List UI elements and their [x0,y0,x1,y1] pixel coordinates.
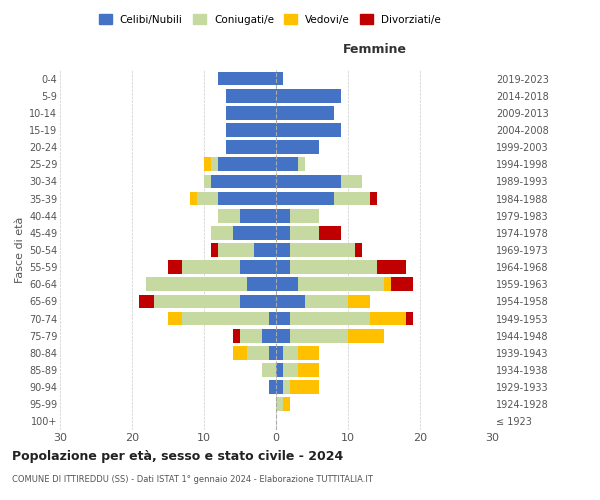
Bar [254,243,276,257]
Bar [348,329,384,342]
Bar [298,346,319,360]
Bar [290,226,319,239]
Bar [370,312,406,326]
Bar [211,243,218,257]
Y-axis label: Fasce di età: Fasce di età [14,217,25,283]
Bar [226,123,276,137]
Bar [218,243,254,257]
Bar [283,398,290,411]
Bar [276,72,283,86]
Bar [262,329,276,342]
Bar [283,380,290,394]
Bar [240,329,262,342]
Bar [233,346,247,360]
Bar [226,106,276,120]
Bar [218,192,276,205]
Bar [240,209,276,222]
Bar [226,89,276,102]
Bar [211,226,233,239]
Bar [211,174,276,188]
Bar [276,106,334,120]
Bar [276,123,341,137]
Bar [290,380,319,394]
Bar [139,294,154,308]
Bar [276,174,341,188]
Bar [298,278,384,291]
Bar [269,312,276,326]
Bar [240,294,276,308]
Bar [233,226,276,239]
Bar [276,158,298,171]
Bar [384,278,391,291]
Text: Popolazione per età, sesso e stato civile - 2024: Popolazione per età, sesso e stato civil… [12,450,343,463]
Bar [276,312,290,326]
Bar [290,209,319,222]
Bar [276,329,290,342]
Text: COMUNE DI ITTIREDDU (SS) - Dati ISTAT 1° gennaio 2024 - Elaborazione TUTTITALIA.: COMUNE DI ITTIREDDU (SS) - Dati ISTAT 1°… [12,475,373,484]
Bar [305,294,348,308]
Bar [290,312,370,326]
Text: Femmine: Femmine [343,42,407,56]
Bar [154,294,240,308]
Bar [226,140,276,154]
Bar [190,192,197,205]
Bar [211,158,218,171]
Bar [218,158,276,171]
Bar [334,192,370,205]
Bar [276,294,305,308]
Bar [355,243,362,257]
Bar [276,346,283,360]
Bar [247,346,269,360]
Bar [168,260,182,274]
Bar [319,226,341,239]
Bar [290,329,348,342]
Bar [290,260,377,274]
Bar [276,398,283,411]
Bar [298,158,305,171]
Bar [146,278,247,291]
Bar [218,72,276,86]
Bar [247,278,276,291]
Bar [341,174,362,188]
Bar [283,363,298,377]
Bar [276,140,319,154]
Bar [168,312,182,326]
Bar [348,294,370,308]
Bar [276,363,283,377]
Legend: Celibi/Nubili, Coniugati/e, Vedovi/e, Divorziati/e: Celibi/Nubili, Coniugati/e, Vedovi/e, Di… [95,10,445,29]
Bar [377,260,406,274]
Bar [276,278,298,291]
Bar [204,158,211,171]
Bar [197,192,218,205]
Bar [370,192,377,205]
Bar [276,260,290,274]
Bar [276,243,290,257]
Bar [276,380,283,394]
Bar [298,363,319,377]
Bar [269,380,276,394]
Bar [218,209,240,222]
Bar [182,260,240,274]
Bar [283,346,298,360]
Bar [290,243,355,257]
Bar [391,278,413,291]
Bar [276,192,334,205]
Bar [406,312,413,326]
Bar [262,363,276,377]
Bar [182,312,269,326]
Bar [276,89,341,102]
Bar [233,329,240,342]
Bar [276,226,290,239]
Bar [204,174,211,188]
Bar [240,260,276,274]
Bar [269,346,276,360]
Bar [276,209,290,222]
